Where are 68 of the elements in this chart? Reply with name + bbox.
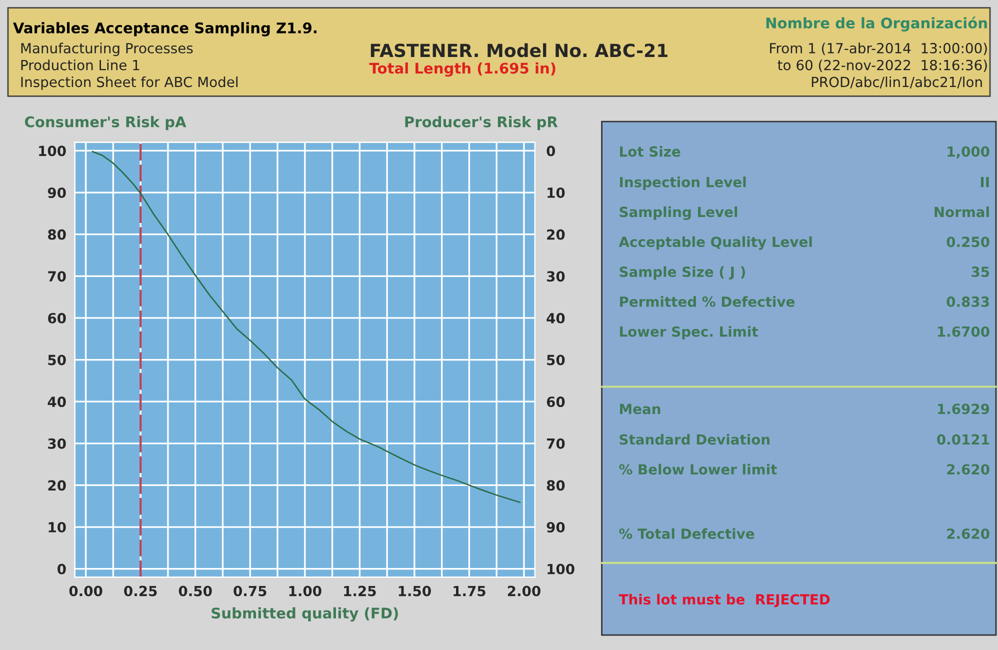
text: 2.620 — [947, 464, 990, 475]
y2-tick-label: 50 — [547, 354, 565, 366]
y2-tick-label: 90 — [546, 522, 565, 532]
text: This lot must be REJECTED — [618, 594, 830, 608]
text: % Total Defective — [619, 528, 754, 539]
y2-tick-label: 10 — [548, 187, 565, 198]
text: 1.6929 — [938, 404, 990, 414]
y-tick-label: 10 — [48, 522, 66, 532]
text: 2.620 — [947, 528, 990, 539]
text: Normal — [934, 206, 989, 218]
y-tick-label: 50 — [48, 354, 66, 366]
y2-tick-label: 20 — [547, 229, 565, 240]
x-tick-label: 1.75 — [454, 586, 486, 596]
x-tick-label: 1.25 — [344, 586, 376, 596]
text: 1,000 — [948, 146, 990, 159]
y-tick-label: 40 — [48, 396, 66, 408]
y2-tick-label: 0 — [546, 146, 556, 156]
y-tick-label: 100 — [39, 146, 66, 156]
x-tick-label: 1.50 — [398, 586, 431, 596]
text: 0.250 — [946, 236, 990, 248]
chart-subtitle: Total Length (1.695 in) — [369, 62, 556, 77]
y-tick-label: 60 — [48, 312, 66, 324]
text: Manufacturing Processes — [21, 42, 193, 56]
y2-tick-label: 80 — [546, 480, 565, 491]
text: Nombre de la Organización — [766, 16, 987, 32]
text: Inspection Sheet for ABC Model — [21, 76, 238, 90]
text: Acceptable Quality Level — [618, 236, 812, 250]
y-tick-label: 20 — [48, 480, 66, 491]
text: % Below Lower limit — [619, 464, 777, 475]
y-tick-label: 80 — [48, 229, 66, 240]
text: Production Line 1 — [21, 60, 140, 70]
text: to 60 (22-nov-2022 18:16:36) — [778, 60, 987, 72]
x-tick-label: 0.75 — [234, 586, 266, 596]
x-tick-label: 1.00 — [289, 586, 322, 596]
x-tick-label: 2.00 — [508, 586, 540, 596]
text: Sampling Level — [620, 206, 738, 220]
text: II — [980, 177, 989, 188]
text: 0.833 — [946, 296, 989, 307]
y2-axis-title: Producer's Risk pR — [405, 116, 558, 130]
x-tick-label: 0.50 — [178, 586, 212, 596]
text: Lot Size — [620, 146, 680, 157]
text: 0.00 — [69, 586, 102, 596]
y2-tick-label: 60 — [546, 396, 565, 408]
y2-tick-label: 100 — [548, 564, 574, 574]
y2-tick-label: 70 — [546, 438, 565, 449]
text: Mean — [620, 404, 660, 414]
text: 35 — [972, 266, 990, 278]
text: From 1 (17-abr-2014 13:00:00) — [770, 42, 987, 56]
chart-title: FASTENER. Model No. ABC-21 — [370, 43, 668, 58]
y2-tick-label: 30 — [546, 271, 565, 282]
text: 1.6700 — [938, 326, 990, 337]
y-tick-label: 30 — [48, 438, 66, 449]
x-axis-title: Submitted quality (FD) — [212, 607, 398, 622]
y2-tick-label: 40 — [546, 312, 565, 324]
line-series — [92, 150, 521, 504]
text: Variables Acceptance Sampling Z1.9. — [13, 22, 316, 36]
y-tick-label: 70 — [48, 271, 66, 282]
text: PROD/abc/lin1/abc21/lon — [812, 76, 982, 88]
text: Inspection Level — [620, 176, 746, 190]
text: Sample Size ( J ) — [620, 266, 746, 280]
y-tick-label: 90 — [48, 187, 66, 198]
text: Permitted % Defective — [620, 296, 795, 307]
y-axis-title: Consumer's Risk pA — [24, 116, 186, 130]
x-tick-label: 0.25 — [124, 586, 157, 596]
text: Standard Deviation — [620, 434, 770, 445]
text: Lower Spec. Limit — [620, 326, 758, 340]
text: 0.0121 — [937, 434, 990, 445]
y-tick-label: 0 — [58, 564, 66, 574]
